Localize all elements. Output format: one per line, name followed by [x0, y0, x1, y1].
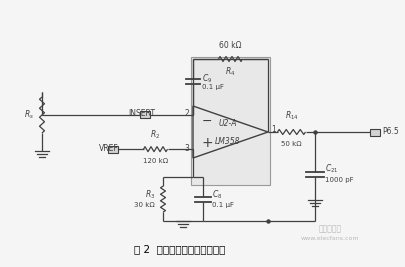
Text: $R_4$: $R_4$	[225, 66, 236, 78]
Text: $R_s$: $R_s$	[24, 109, 34, 121]
Text: −: −	[202, 115, 212, 128]
Bar	[370, 128, 380, 135]
Text: 0.1 μF: 0.1 μF	[212, 202, 234, 208]
Text: +: +	[201, 136, 213, 150]
Text: P6.5: P6.5	[382, 127, 399, 135]
Text: $R_2$: $R_2$	[150, 129, 161, 141]
Bar	[140, 111, 150, 118]
Text: 1: 1	[271, 124, 276, 134]
Text: www.elecfans.com: www.elecfans.com	[301, 237, 359, 241]
Text: $C_9$: $C_9$	[202, 73, 212, 85]
Bar	[191, 57, 270, 185]
Text: INSERT: INSERT	[128, 109, 155, 118]
Text: 0.1 μF: 0.1 μF	[202, 84, 224, 90]
Text: $C_8$: $C_8$	[212, 189, 222, 201]
Text: 2: 2	[184, 109, 189, 118]
Text: 30 kΩ: 30 kΩ	[134, 202, 155, 208]
Text: 120 kΩ: 120 kΩ	[143, 158, 168, 164]
Text: 图 2  血糖信号变换及放大电路: 图 2 血糖信号变换及放大电路	[134, 244, 226, 254]
Text: U2-A: U2-A	[219, 119, 237, 128]
Text: 电子发烧友: 电子发烧友	[318, 225, 341, 234]
Text: $C_{21}$: $C_{21}$	[325, 163, 339, 175]
Text: 50 kΩ: 50 kΩ	[281, 141, 302, 147]
Text: 60 kΩ: 60 kΩ	[219, 41, 242, 50]
Text: $R_{14}$: $R_{14}$	[285, 109, 298, 122]
Text: 3: 3	[184, 144, 189, 153]
Text: $R_3$: $R_3$	[145, 189, 155, 201]
Text: LM358: LM358	[215, 136, 241, 146]
Text: VREF: VREF	[99, 144, 119, 153]
Text: 1000 pF: 1000 pF	[325, 177, 354, 183]
Bar	[108, 146, 118, 153]
